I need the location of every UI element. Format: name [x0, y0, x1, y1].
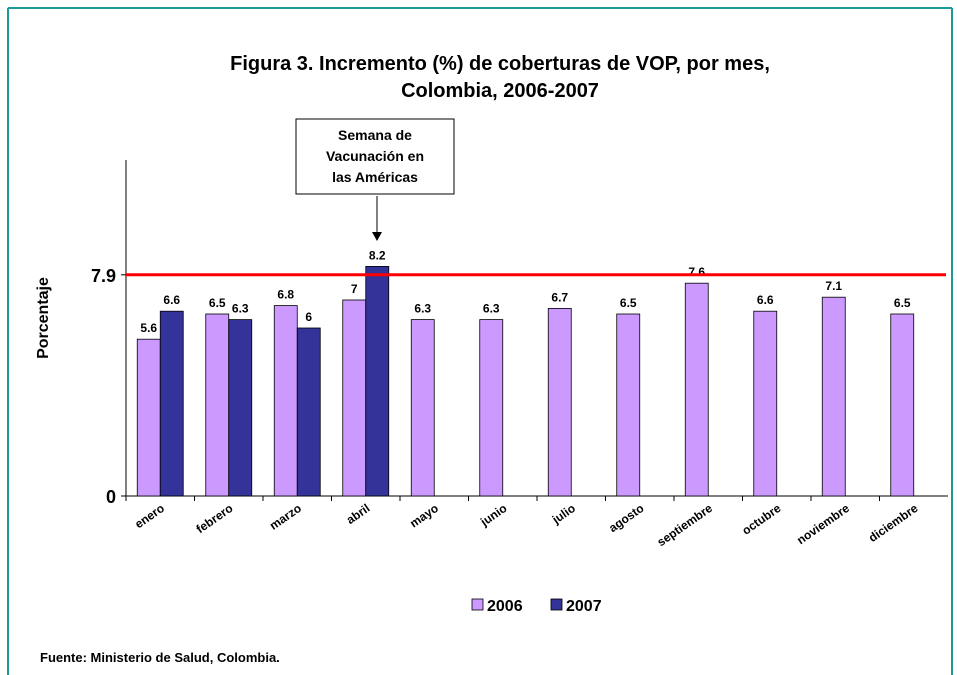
chart-title: Colombia, 2006-2007: [401, 80, 599, 102]
annotation-arrowhead: [372, 232, 382, 241]
bar: [342, 299, 367, 497]
x-tick-label: septiembre: [654, 501, 715, 549]
x-tick-label: marzo: [267, 501, 304, 533]
y-tick-label: 0: [106, 487, 116, 507]
bar: [479, 319, 504, 497]
value-label: 6: [305, 310, 312, 324]
x-tick-label: agosto: [606, 501, 646, 535]
y-axis-label: Porcentaje: [35, 277, 52, 359]
value-label: 6.5: [209, 296, 226, 310]
x-tick-label: diciembre: [866, 501, 921, 545]
bar: [684, 282, 709, 497]
bar: [616, 313, 641, 497]
bar: [410, 319, 435, 497]
value-label: 7.6: [688, 265, 705, 279]
value-label: 8.2: [369, 248, 386, 262]
bar: [890, 313, 915, 497]
value-label: 7: [351, 282, 358, 296]
value-label: 6.5: [620, 296, 637, 310]
value-label: 6.8: [277, 288, 294, 302]
x-tick-label: enero: [132, 501, 167, 531]
x-tick-label: octubre: [739, 501, 783, 538]
annotation-box: [295, 118, 455, 195]
value-label: 6.5: [894, 296, 911, 310]
bar: [753, 310, 778, 497]
bar: [365, 265, 390, 497]
value-label: 7.1: [825, 279, 842, 293]
x-tick-label: mayo: [407, 501, 441, 530]
value-label: 6.3: [232, 302, 249, 316]
x-tick-label: junio: [477, 501, 509, 529]
legend-label: 2006: [487, 598, 523, 615]
annotation: Semana de: [338, 127, 412, 143]
annotation: Vacunación en: [326, 148, 424, 164]
bar: [205, 313, 230, 497]
x-tick-label: abril: [344, 501, 373, 527]
bar: [159, 310, 184, 497]
x-tick-label: noviembre: [794, 501, 852, 547]
bar: [273, 305, 298, 497]
chart-title: Figura 3. Incremento (%) de coberturas d…: [230, 53, 770, 75]
legend-swatch: [471, 598, 484, 611]
source: Fuente: Ministerio de Salud, Colombia.: [40, 650, 280, 665]
bar: [547, 307, 572, 497]
legend-label: 2007: [566, 598, 602, 615]
y-tick-label: 7.9: [91, 266, 116, 286]
value-label: 5.6: [140, 321, 157, 335]
value-label: 6.7: [551, 290, 568, 304]
annotation: las Américas: [332, 169, 418, 185]
value-label: 6.6: [757, 293, 774, 307]
bar: [821, 296, 846, 497]
value-label: 6.3: [483, 302, 500, 316]
bar: [296, 327, 321, 497]
value-label: 6.3: [414, 302, 431, 316]
bar: [136, 338, 161, 497]
x-tick-label: febrero: [194, 501, 236, 536]
bar: [228, 319, 253, 497]
x-tick-label: julio: [549, 501, 578, 527]
legend-swatch: [550, 598, 563, 611]
value-label: 6.6: [163, 293, 180, 307]
